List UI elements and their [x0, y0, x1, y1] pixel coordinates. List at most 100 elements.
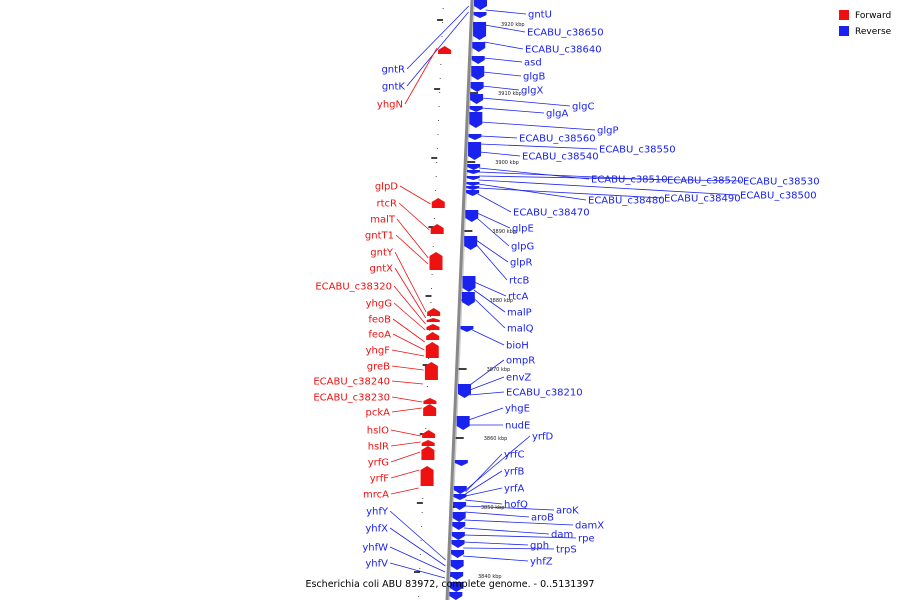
genome-caption: Escherichia coli ABU 83972, complete gen… — [306, 579, 595, 590]
reverse-gene-block — [470, 82, 484, 92]
gene-label-yrff: yrfF — [370, 474, 390, 485]
gene-label-yhfz: yhfZ — [530, 557, 553, 568]
leader-line — [465, 470, 503, 495]
track-dot — [437, 134, 439, 135]
track-dot — [435, 176, 437, 177]
gene-label-ecabu_c38320: ECABU_c38320 — [315, 282, 392, 293]
gene-label-greb: greB — [367, 362, 390, 373]
reverse-gene-block — [469, 106, 483, 112]
gene-label-ecabu_c38210: ECABU_c38210 — [506, 388, 583, 399]
reverse-gene-block — [466, 190, 480, 196]
reverse-gene-block — [466, 186, 480, 190]
track-dot — [442, 22, 444, 23]
track-dot — [418, 582, 420, 583]
leader-line — [478, 187, 663, 199]
gene-label-ecabu_c38540: ECABU_c38540 — [522, 152, 599, 163]
leader-line — [480, 135, 518, 139]
track-dot — [426, 386, 428, 387]
leader-line — [399, 185, 431, 205]
track-dot — [429, 330, 431, 331]
reverse-gene-block — [468, 134, 482, 140]
reverse-gene-block — [464, 236, 478, 250]
leader-line — [469, 391, 505, 396]
leader-line — [485, 9, 527, 15]
scale-ticks: 3920 kbp 3910 kbp 3900 kbp 3890 kbp 3880 kbp… — [414, 19, 525, 580]
reverse-gene-block — [453, 486, 467, 494]
gene-label-yhgn: yhgN — [377, 100, 403, 111]
reverse-gene-block — [451, 532, 465, 540]
legend-reverse-label: Reverse — [855, 27, 892, 37]
gene-label-dam: dam — [551, 530, 573, 541]
leader-line — [389, 546, 446, 573]
track-dot — [429, 316, 431, 317]
tick-label: 3910 kbp — [498, 91, 522, 97]
leader-line — [469, 376, 505, 391]
forward-gene-block — [426, 332, 440, 340]
reverse-gene-block — [473, 22, 487, 40]
leader-line — [475, 239, 509, 263]
gene-label-yrfd: yrfD — [532, 432, 554, 443]
leader-line — [465, 487, 503, 497]
track-dot — [420, 540, 422, 541]
leader-line — [464, 505, 555, 511]
leader-line — [389, 510, 446, 561]
leader-line — [390, 469, 420, 479]
gene-label-yrfg: yrfG — [368, 458, 389, 469]
gene-label-gntu: gntU — [528, 10, 552, 21]
tick-label: 3840 kbp — [478, 574, 502, 580]
gene-label-glpe: glpE — [512, 224, 534, 235]
gene-label-hslo: hslO — [367, 426, 389, 437]
reverse-gene-block — [470, 94, 484, 104]
reverse-gene-block — [474, 0, 487, 10]
tick-label: 3920 kbp — [501, 22, 525, 28]
tick-label: 3870 kbp — [487, 367, 511, 373]
leader-line — [462, 555, 529, 562]
forward-gene-block — [420, 466, 434, 486]
reverse-gene-block — [453, 494, 467, 500]
gene-label-feob: feoB — [368, 315, 391, 326]
leader-line — [393, 302, 426, 331]
legend-forward-swatch — [839, 10, 849, 20]
track-dot — [432, 246, 434, 247]
gene-label-gntr: gntR — [381, 65, 405, 76]
leader-line — [463, 541, 529, 546]
reverse-gene-block — [466, 176, 480, 180]
track-dot — [419, 568, 421, 569]
gene-label-ecabu_c38530: ECABU_c38530 — [743, 177, 820, 188]
tick-label: 3880 kbp — [490, 298, 514, 304]
genome-backbone — [418, 0, 475, 600]
reverse-gene-block — [450, 560, 464, 570]
track-dot — [431, 274, 433, 275]
leader-line — [473, 297, 506, 329]
track-dot — [439, 78, 441, 79]
leader-line — [395, 234, 429, 265]
gene-label-glgp: glgP — [597, 126, 619, 137]
gene-label-gph: gph — [530, 541, 549, 552]
leader-line — [481, 107, 545, 114]
forward-gene-block — [423, 398, 437, 404]
leader-line — [479, 143, 598, 150]
leader-line — [472, 329, 505, 346]
leader-line — [392, 333, 425, 351]
gene-label-glgc: glgC — [572, 102, 594, 113]
gene-label-glpg: glpG — [511, 242, 534, 253]
leader-line — [469, 359, 505, 386]
reverse-gene-block — [471, 66, 485, 80]
leader-line — [406, 11, 469, 87]
leader-line — [404, 47, 438, 105]
gene-label-ecabu_c38550: ECABU_c38550 — [599, 145, 676, 156]
gene-label-malp: malP — [507, 308, 532, 319]
track-dot — [421, 512, 423, 513]
track-dot — [440, 64, 442, 65]
gene-label-rtcr: rtcR — [377, 199, 398, 210]
leader-line — [406, 5, 470, 70]
forward-gene-block — [421, 440, 435, 446]
reverse-gene-block — [452, 522, 466, 530]
gene-label-ecabu_c38500: ECABU_c38500 — [740, 191, 817, 202]
reverse-gene-block — [450, 572, 464, 580]
gene-label-yhfy: yhfY — [366, 507, 389, 518]
gene-label-malt: malT — [370, 215, 396, 226]
reverse-gene-block — [471, 56, 485, 64]
leader-line — [474, 281, 507, 297]
forward-gene-block — [423, 404, 437, 416]
